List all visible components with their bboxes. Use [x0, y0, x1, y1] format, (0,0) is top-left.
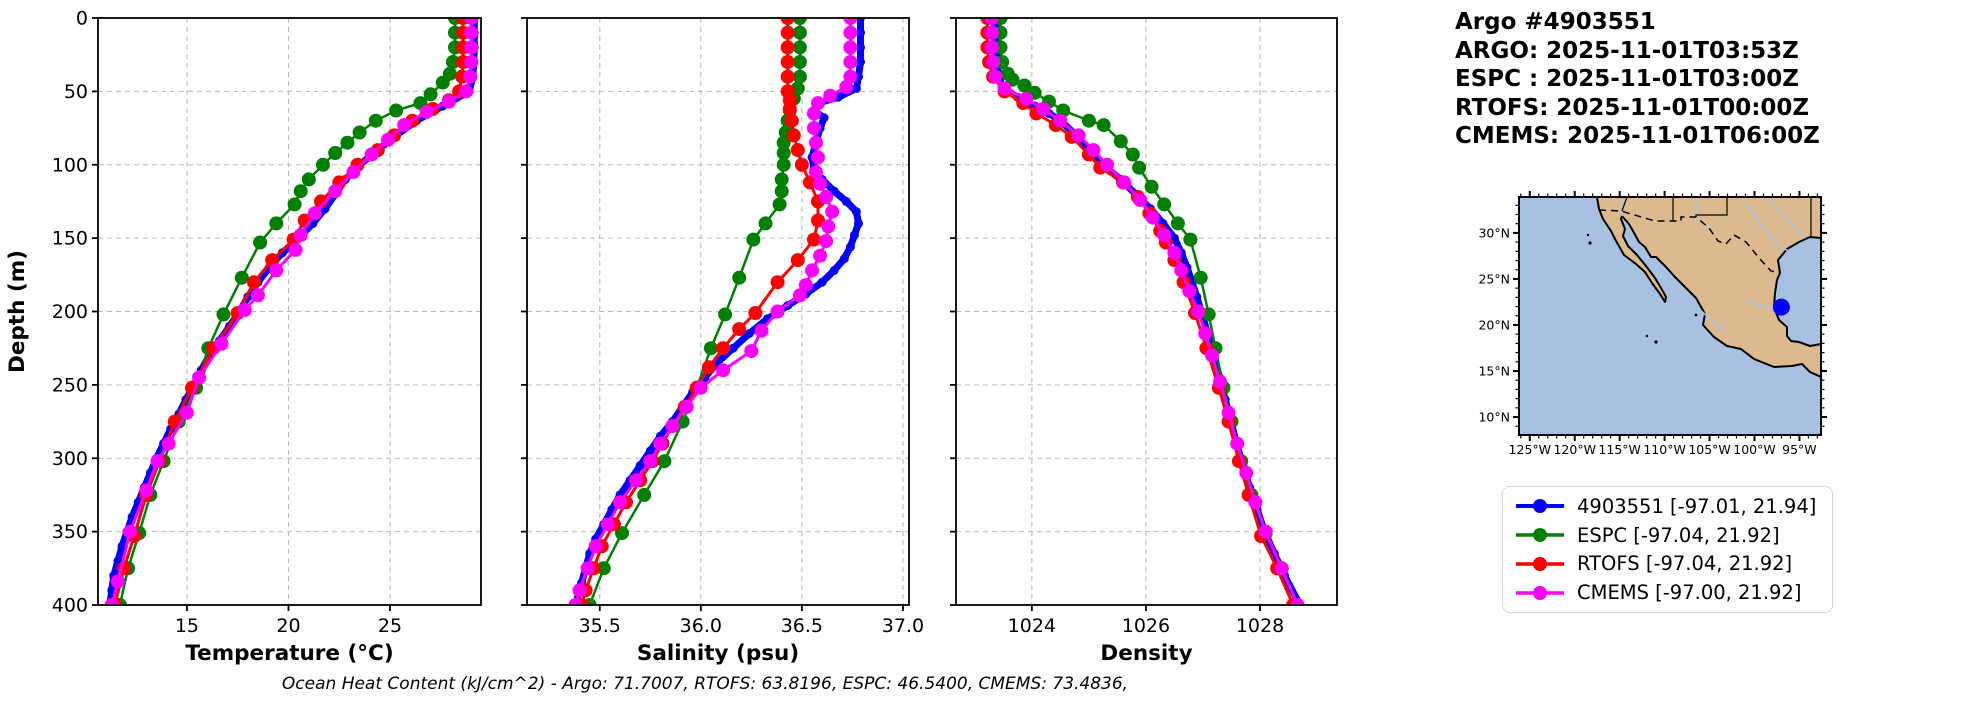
- state-boundaries: [1621, 196, 1812, 237]
- gridlines: [956, 18, 1337, 605]
- location-map: 125°W 120°W 115°W 110°W 105°W 100°W 95°W 30°N 25…: [1478, 191, 1827, 454]
- svg-text:250: 250: [52, 374, 88, 396]
- svg-text:100°W: 100°W: [1733, 442, 1775, 454]
- legend-item-espc: ESPC [-97.04, 21.92]: [1513, 524, 1822, 547]
- espc-line-marker-icon: [1516, 528, 1564, 543]
- cmems-line-marker-icon: [1516, 585, 1564, 600]
- xlabel-temperature: Temperature (°C): [185, 641, 393, 666]
- svg-text:36.5: 36.5: [781, 615, 823, 637]
- svg-text:30°N: 30°N: [1478, 225, 1510, 240]
- espc-timestamp: ESPC : 2025-11-01T03:00Z: [1455, 66, 1799, 93]
- panel-salinity: 35.5 36.0 36.5 37.0 Salinity (psu): [521, 17, 924, 666]
- svg-text:25°N: 25°N: [1478, 271, 1510, 286]
- axis-ticks: 1024 1026 1028: [950, 17, 1284, 637]
- svg-text:120°W: 120°W: [1553, 442, 1595, 454]
- legend-item-argo: 4903551 [-97.01, 21.94]: [1513, 495, 1822, 518]
- profile-panels-figure: 15 20 25050100150200250300350400Temperatur…: [5, 8, 1338, 666]
- panel-density: 1024 1026 1028 Density: [950, 17, 1338, 666]
- svg-text:1026: 1026: [1122, 615, 1170, 637]
- legend: 4903551 [-97.01, 21.94] ESPC [-97.04, 21…: [1502, 486, 1833, 613]
- argo-timestamp: ARGO: 2025-11-01T03:53Z: [1455, 37, 1799, 64]
- series-cmems: [568, 18, 858, 605]
- xlabel-salinity: Salinity (psu): [637, 641, 799, 666]
- series-cmems: [984, 18, 1305, 605]
- cmems-timestamp: CMEMS: 2025-11-01T06:00Z: [1455, 123, 1820, 150]
- float-info-block: Argo #4903551 ARGO: 2025-11-01T03:53Z ES…: [1455, 8, 1820, 151]
- svg-text:0: 0: [76, 8, 88, 30]
- svg-text:300: 300: [52, 448, 88, 470]
- svg-text:350: 350: [52, 521, 88, 543]
- svg-text:150: 150: [52, 228, 88, 250]
- svg-text:200: 200: [52, 301, 88, 323]
- svg-text:105°W: 105°W: [1688, 442, 1730, 454]
- svg-text:37.0: 37.0: [882, 615, 924, 637]
- series-cmems: [104, 18, 479, 605]
- argo-line-marker-icon: [1516, 499, 1564, 514]
- legend-label: CMEMS [-97.00, 21.92]: [1577, 581, 1802, 605]
- svg-text:10°N: 10°N: [1478, 410, 1510, 425]
- legend-label: ESPC [-97.04, 21.92]: [1577, 523, 1780, 547]
- ocean-heat-content-caption: Ocean Heat Content (kJ/cm^2) - Argo: 71.…: [281, 674, 1129, 694]
- svg-text:15: 15: [175, 615, 199, 637]
- legend-item-rtofs: RTOFS [-97.04, 21.92]: [1513, 552, 1822, 575]
- gridlines: [527, 18, 909, 605]
- svg-text:36.0: 36.0: [680, 615, 722, 637]
- legend-label: 4903551 [-97.01, 21.94]: [1577, 494, 1817, 518]
- svg-text:110°W: 110°W: [1643, 442, 1685, 454]
- ylabel-depth: Depth (m): [5, 250, 30, 373]
- svg-text:15°N: 15°N: [1478, 364, 1510, 379]
- svg-text:100: 100: [52, 154, 88, 176]
- float-title: Argo #4903551: [1455, 9, 1656, 35]
- panel-temperature: 15 20 25050100150200250300350400Temperatur…: [52, 8, 482, 666]
- float-position-marker: [1772, 298, 1790, 316]
- axis-ticks: 35.5 36.0 36.5 37.0: [521, 17, 924, 637]
- svg-text:1028: 1028: [1236, 615, 1284, 637]
- islands: [1586, 233, 1698, 344]
- svg-text:125°W: 125°W: [1509, 442, 1551, 454]
- xlabel-density: Density: [1100, 641, 1192, 666]
- rtofs-timestamp: RTOFS: 2025-11-01T00:00Z: [1455, 94, 1810, 121]
- series-espc: [993, 18, 1305, 605]
- legend-label: RTOFS [-97.04, 21.92]: [1577, 552, 1793, 576]
- map-axes-layer: 125°W 120°W 115°W 110°W 105°W 100°W 95°W 30°N 25…: [1478, 191, 1827, 454]
- svg-text:20°N: 20°N: [1478, 317, 1510, 332]
- svg-text:20: 20: [276, 615, 300, 637]
- svg-text:50: 50: [64, 81, 88, 103]
- svg-text:35.5: 35.5: [579, 615, 621, 637]
- svg-text:95°W: 95°W: [1782, 442, 1817, 454]
- svg-text:115°W: 115°W: [1598, 442, 1640, 454]
- svg-text:400: 400: [52, 595, 88, 617]
- rtofs-line-marker-icon: [1516, 556, 1564, 571]
- legend-item-cmems: CMEMS [-97.00, 21.92]: [1513, 581, 1822, 604]
- svg-text:1024: 1024: [1008, 615, 1056, 637]
- svg-text:25: 25: [378, 615, 402, 637]
- us-mexico-border: [1598, 209, 1781, 274]
